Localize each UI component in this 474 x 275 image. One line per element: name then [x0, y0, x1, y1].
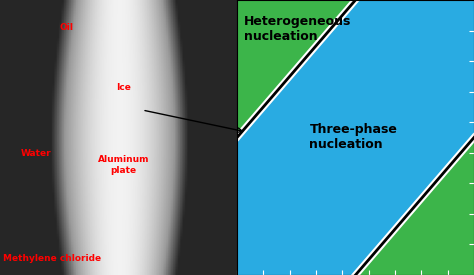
Text: Oil: Oil	[59, 23, 73, 32]
Text: Ice: Ice	[116, 84, 131, 92]
Text: Aluminum
plate: Aluminum plate	[98, 155, 149, 175]
Text: Heterogeneous
nucleation: Heterogeneous nucleation	[244, 15, 351, 43]
Text: Methylene chloride: Methylene chloride	[3, 254, 101, 263]
Text: Three-phase
nucleation: Three-phase nucleation	[310, 123, 397, 152]
Text: Water: Water	[20, 150, 51, 158]
